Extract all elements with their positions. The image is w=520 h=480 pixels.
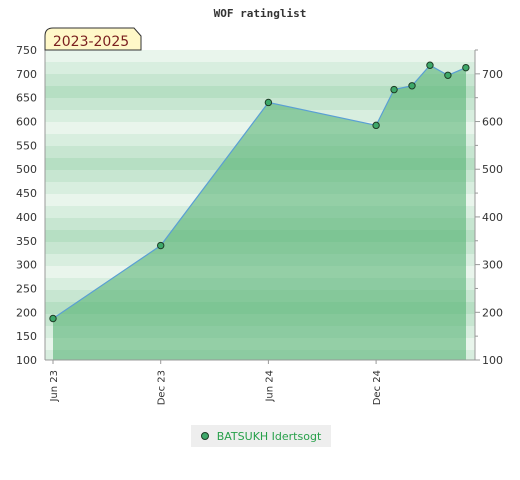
background-band	[45, 98, 475, 110]
data-point	[157, 241, 165, 250]
legend-marker-icon	[200, 432, 209, 440]
data-point	[390, 85, 398, 94]
right-tick-label: 500	[482, 163, 503, 176]
left-tick-label: 350	[16, 235, 37, 248]
left-axis-ticks: 100 150 200 250 300 350 400 450 500 550 600 650 700 7…	[16, 44, 37, 367]
left-tick-label: 400	[16, 211, 37, 224]
left-tick-label: 300	[16, 259, 37, 272]
left-tick-label: 600	[16, 116, 37, 129]
left-tick-label: 500	[16, 163, 37, 176]
background-band	[45, 62, 475, 74]
data-point	[49, 314, 57, 323]
left-tick-label: 750	[16, 44, 37, 57]
x-tick-label: Jun 23	[49, 370, 60, 403]
right-tick-label: 400	[482, 211, 503, 224]
data-point	[264, 98, 273, 107]
left-tick-label: 100	[16, 354, 37, 367]
chart-title: WOF ratinglist	[214, 7, 307, 20]
left-tick-label: 550	[16, 139, 37, 152]
period-badge: 2023-2025	[44, 27, 142, 51]
x-axis-ticks: Jun 23 Dec 23 Jun 24 Dec 24	[49, 360, 383, 405]
data-point	[444, 71, 452, 79]
x-tick-label: Dec 23	[157, 370, 168, 405]
data-point	[462, 63, 470, 72]
background-band	[45, 50, 475, 62]
rating-points	[49, 61, 470, 323]
right-axis-ticks: 100 200 300 400 500 600 700	[475, 49, 503, 367]
right-tick-label: 100	[482, 354, 503, 367]
right-tick-label: 200	[482, 306, 503, 319]
legend-label: BATSUKH Idertsogt	[216, 429, 322, 443]
left-tick-label: 650	[16, 92, 37, 105]
left-tick-label: 200	[16, 306, 37, 319]
left-tick-label: 700	[16, 68, 37, 81]
left-tick-label: 450	[16, 187, 37, 200]
data-point	[372, 121, 380, 130]
right-tick-label: 300	[482, 259, 503, 272]
period-badge-shape	[44, 27, 142, 51]
left-tick-label: 250	[16, 282, 37, 295]
legend: BATSUKH Idertsogt	[191, 425, 331, 447]
data-point	[426, 61, 434, 69]
x-tick-label: Jun 24	[264, 370, 275, 403]
x-tick-label: Dec 24	[372, 370, 383, 405]
rating-line	[52, 64, 467, 320]
background-band	[45, 86, 475, 98]
rating-area	[53, 65, 466, 360]
right-tick-label: 600	[482, 116, 503, 129]
right-tick-label: 700	[482, 68, 503, 81]
background-band	[45, 74, 475, 86]
data-point	[408, 82, 416, 90]
period-label: 2023-2025	[53, 34, 129, 50]
left-tick-label: 150	[16, 330, 37, 343]
